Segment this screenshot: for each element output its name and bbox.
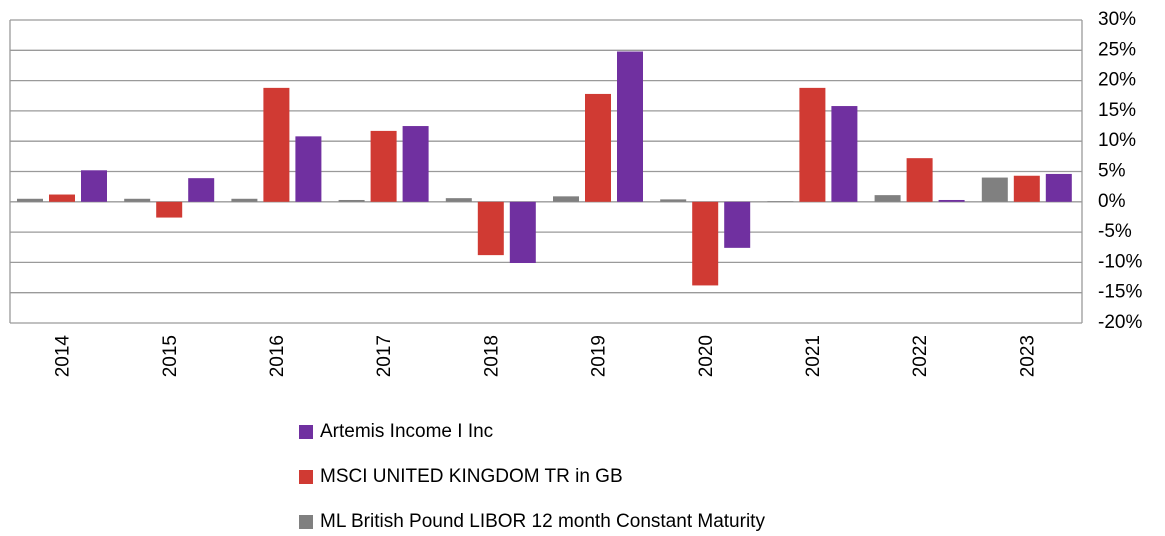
y-tick-label: 20%: [1098, 70, 1136, 91]
bar: [660, 199, 687, 202]
y-tick-label: 0%: [1098, 191, 1126, 212]
bar: [981, 177, 1008, 202]
bar: [767, 201, 794, 202]
bar: [1013, 175, 1040, 202]
bar: [156, 201, 183, 218]
bar: [906, 158, 933, 202]
y-tick-label: 5%: [1098, 161, 1126, 182]
y-tick-label: -20%: [1098, 312, 1142, 333]
legend-label: ML British Pound LIBOR 12 month Constant…: [320, 511, 765, 532]
y-tick-label: -10%: [1098, 251, 1142, 272]
x-tick-label: 2017: [374, 335, 395, 377]
bar: [799, 87, 826, 202]
x-tick-label: 2019: [589, 335, 610, 377]
x-tick-label: 2023: [1017, 335, 1038, 377]
bar: [338, 199, 365, 202]
bar: [617, 51, 643, 202]
y-tick-label: -5%: [1098, 221, 1132, 242]
bar: [49, 194, 75, 202]
bar: [402, 126, 429, 202]
bar: [188, 178, 215, 202]
legend-swatch: [299, 515, 313, 529]
y-tick-label: -15%: [1098, 282, 1142, 303]
bar: [938, 199, 965, 202]
bar: [1045, 173, 1072, 202]
bar: [81, 170, 107, 202]
bar: [724, 201, 751, 248]
x-tick-label: 2018: [481, 335, 502, 377]
bar: [692, 201, 719, 286]
bar: [553, 196, 579, 202]
x-tick-label: 2021: [803, 335, 824, 377]
bar: [295, 136, 322, 202]
legend-swatch: [299, 425, 313, 439]
bar: [124, 198, 151, 202]
x-tick-label: 2020: [696, 335, 717, 377]
bar: [477, 201, 504, 256]
bar: [831, 106, 858, 202]
y-tick-label: 15%: [1098, 100, 1136, 121]
legend-swatch: [299, 470, 313, 484]
y-tick-label: 10%: [1098, 130, 1136, 151]
x-tick-label: 2022: [910, 335, 931, 377]
bar: [874, 195, 901, 202]
bar: [445, 198, 472, 202]
bar: [370, 130, 397, 202]
legend-label: MSCI UNITED KINGDOM TR in GB: [320, 466, 623, 487]
bar: [231, 198, 258, 202]
x-tick-label: 2014: [53, 335, 74, 378]
x-tick-label: 2016: [267, 335, 288, 377]
bar: [17, 198, 43, 202]
y-tick-label: 25%: [1098, 39, 1136, 60]
bar: [263, 87, 290, 202]
legend-label: Artemis Income I Inc: [320, 421, 493, 442]
x-tick-label: 2015: [160, 335, 181, 377]
bar: [509, 201, 536, 264]
bar: [585, 93, 611, 202]
y-tick-label: 30%: [1098, 9, 1136, 30]
